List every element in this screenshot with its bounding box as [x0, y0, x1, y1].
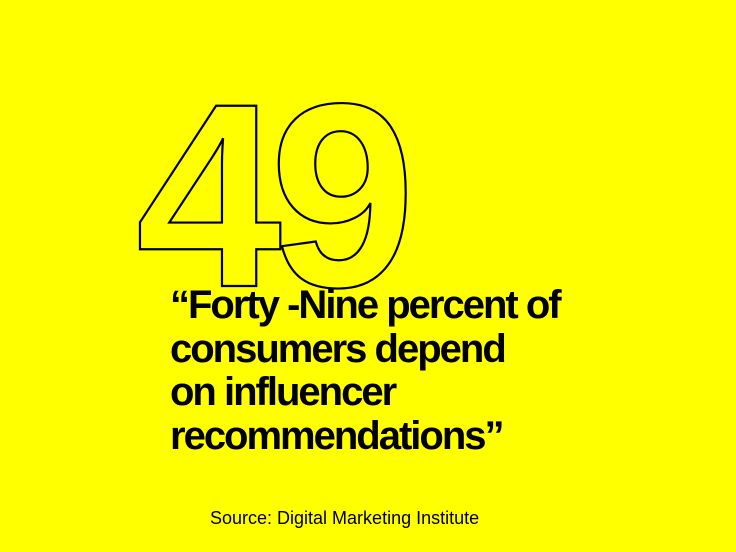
big-number: 49 — [136, 49, 409, 342]
source: Source: Digital Marketing Institute — [210, 508, 479, 528]
quote-line: recommendations” — [170, 414, 503, 458]
quote-line: consumers depend — [170, 327, 505, 371]
quote-line: “Forty -Nine percent of — [170, 283, 562, 327]
quote-line: on influencer — [170, 370, 397, 414]
